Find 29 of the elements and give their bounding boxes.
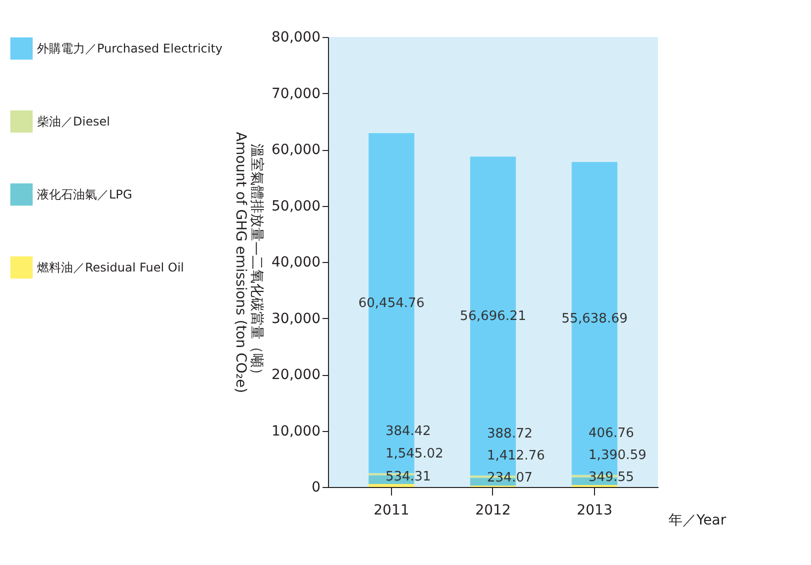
x-axis-title: 年／Year xyxy=(668,512,726,528)
y-tick-label: 0 xyxy=(312,480,320,496)
data-label: 1,545.02 xyxy=(385,446,444,462)
y-tick-label: 20,000 xyxy=(272,367,320,383)
x-tick-label: 2012 xyxy=(475,502,511,518)
y-axis-title: 溫室氣體排放量—二氧化碳當量（噸） Amount of GHG emissions (ton CO₂e) xyxy=(232,132,265,394)
legend-label: 外購電力／Purchased Electricity xyxy=(37,42,223,56)
x-tick-label: 2011 xyxy=(374,502,410,518)
y-tick-label: 70,000 xyxy=(272,86,320,102)
legend-label: 燃料油／Residual Fuel Oil xyxy=(37,260,184,274)
data-label: 60,454.76 xyxy=(358,296,425,312)
y-tick-label: 50,000 xyxy=(272,198,320,214)
y-tick-label: 40,000 xyxy=(272,254,320,270)
data-label: 406.76 xyxy=(588,426,634,442)
bar xyxy=(368,484,414,487)
data-label: 534.31 xyxy=(385,469,431,484)
data-label: 56,696.21 xyxy=(460,309,526,324)
y-tick-label: 80,000 xyxy=(272,30,320,46)
data-label: 384.42 xyxy=(385,424,431,440)
y-tick-label: 60,000 xyxy=(272,142,320,158)
legend-label: 柴油／Diesel xyxy=(37,114,110,128)
y-tick-label: 10,000 xyxy=(272,423,320,440)
data-label: 1,390.59 xyxy=(588,448,646,464)
data-label: 1,412.76 xyxy=(487,448,545,464)
data-label: 388.72 xyxy=(487,426,532,442)
data-label: 55,638.69 xyxy=(561,311,628,326)
x-tick-label: 2013 xyxy=(576,502,612,518)
legend-label: 液化石油氣／LPG xyxy=(37,188,132,202)
y-tick-label: 30,000 xyxy=(272,310,320,327)
